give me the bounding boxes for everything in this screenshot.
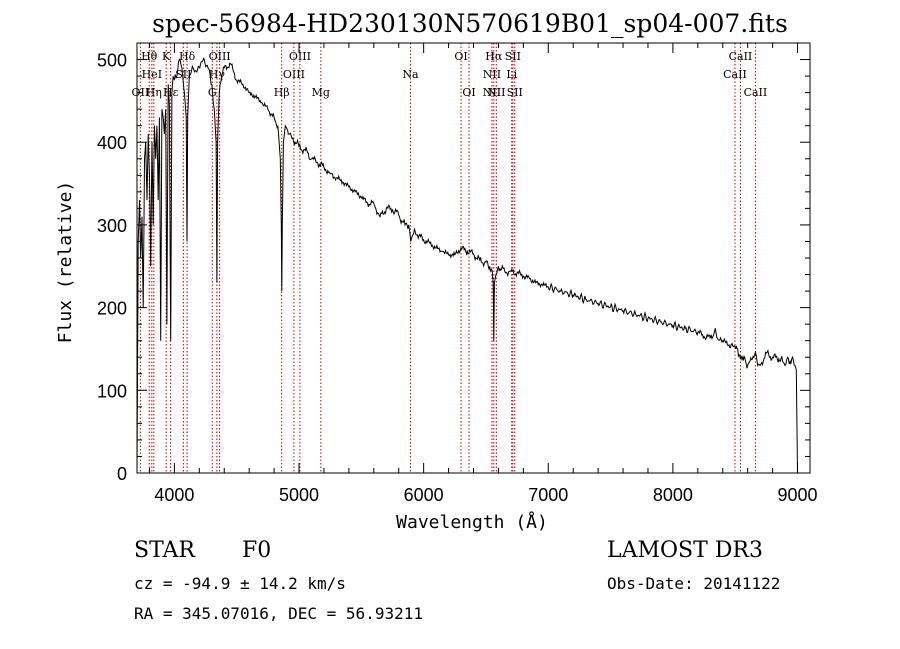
chart-title: spec-56984-HD230130N570619B01_sp04-007.f…: [152, 9, 788, 38]
spectral-line-labels: OIIHθHeIHηKHεSIIHδGHγOIIIHβOIIIOIIIMgNaO…: [132, 50, 768, 99]
marker-label-16: OI: [454, 50, 467, 63]
marker-label-23: SII: [505, 50, 521, 63]
y-tick-label-200: 200: [97, 299, 127, 319]
marker-label-6: SII: [175, 68, 191, 81]
marker-label-18: NII: [483, 68, 501, 81]
marker-label-1: Hθ: [141, 50, 158, 63]
marker-label-7: Hδ: [179, 50, 196, 63]
marker-label-17: OI: [462, 86, 475, 99]
marker-label-5: Hε: [163, 86, 179, 99]
y-axis: 0 100 200 300 400 500: [97, 51, 810, 484]
marker-label-22: Li: [506, 68, 517, 81]
y-tick-label-500: 500: [97, 51, 127, 71]
marker-label-12: OIII: [283, 68, 305, 81]
marker-label-25: CaII: [723, 68, 747, 81]
observation-date: Obs-Date: 20141122: [607, 574, 781, 593]
x-axis: 4000 5000 6000 7000 8000 9000: [148, 43, 818, 505]
spectral-line-markers: [139, 43, 756, 473]
y-tick-label-100: 100: [97, 381, 127, 401]
x-tick-label-5000: 5000: [279, 485, 319, 505]
marker-label-26: CaII: [729, 50, 753, 63]
object-class: STAR: [134, 538, 195, 563]
survey-name: LAMOST DR3: [607, 538, 763, 563]
marker-label-19: NII: [483, 86, 501, 99]
marker-label-4: K: [162, 50, 171, 63]
marker-label-21: NII: [487, 86, 505, 99]
marker-label-2: HeI: [142, 68, 162, 81]
y-tick-label-0: 0: [117, 464, 127, 484]
x-tick-label-4000: 4000: [154, 485, 194, 505]
x-tick-label-7000: 7000: [528, 485, 568, 505]
marker-label-3: Hη: [146, 86, 162, 99]
x-axis-label: Wavelength (Å): [396, 511, 548, 533]
marker-label-14: Mg: [312, 86, 330, 99]
coordinates-readout: RA = 345.07016, DEC = 56.93211: [134, 604, 423, 623]
marker-label-10: OIII: [209, 50, 231, 63]
x-tick-label-9000: 9000: [778, 485, 818, 505]
marker-label-20: Hα: [485, 50, 503, 63]
plot-frame: [136, 42, 811, 474]
x-tick-label-6000: 6000: [404, 485, 444, 505]
marker-label-24: SII: [507, 86, 523, 99]
redshift-readout: cz = -94.9 ± 14.2 km/s: [134, 574, 346, 593]
marker-label-11: Hβ: [274, 86, 290, 99]
y-tick-label-300: 300: [97, 216, 127, 236]
marker-label-15: Na: [402, 68, 419, 81]
y-tick-label-400: 400: [97, 133, 127, 153]
spectral-subclass: F0: [242, 538, 272, 563]
marker-label-27: CaII: [744, 86, 768, 99]
spectrum-line: [136, 57, 798, 474]
y-axis-label: Flux (relative): [55, 181, 76, 344]
marker-label-13: OIII: [289, 50, 311, 63]
x-tick-label-8000: 8000: [653, 485, 693, 505]
